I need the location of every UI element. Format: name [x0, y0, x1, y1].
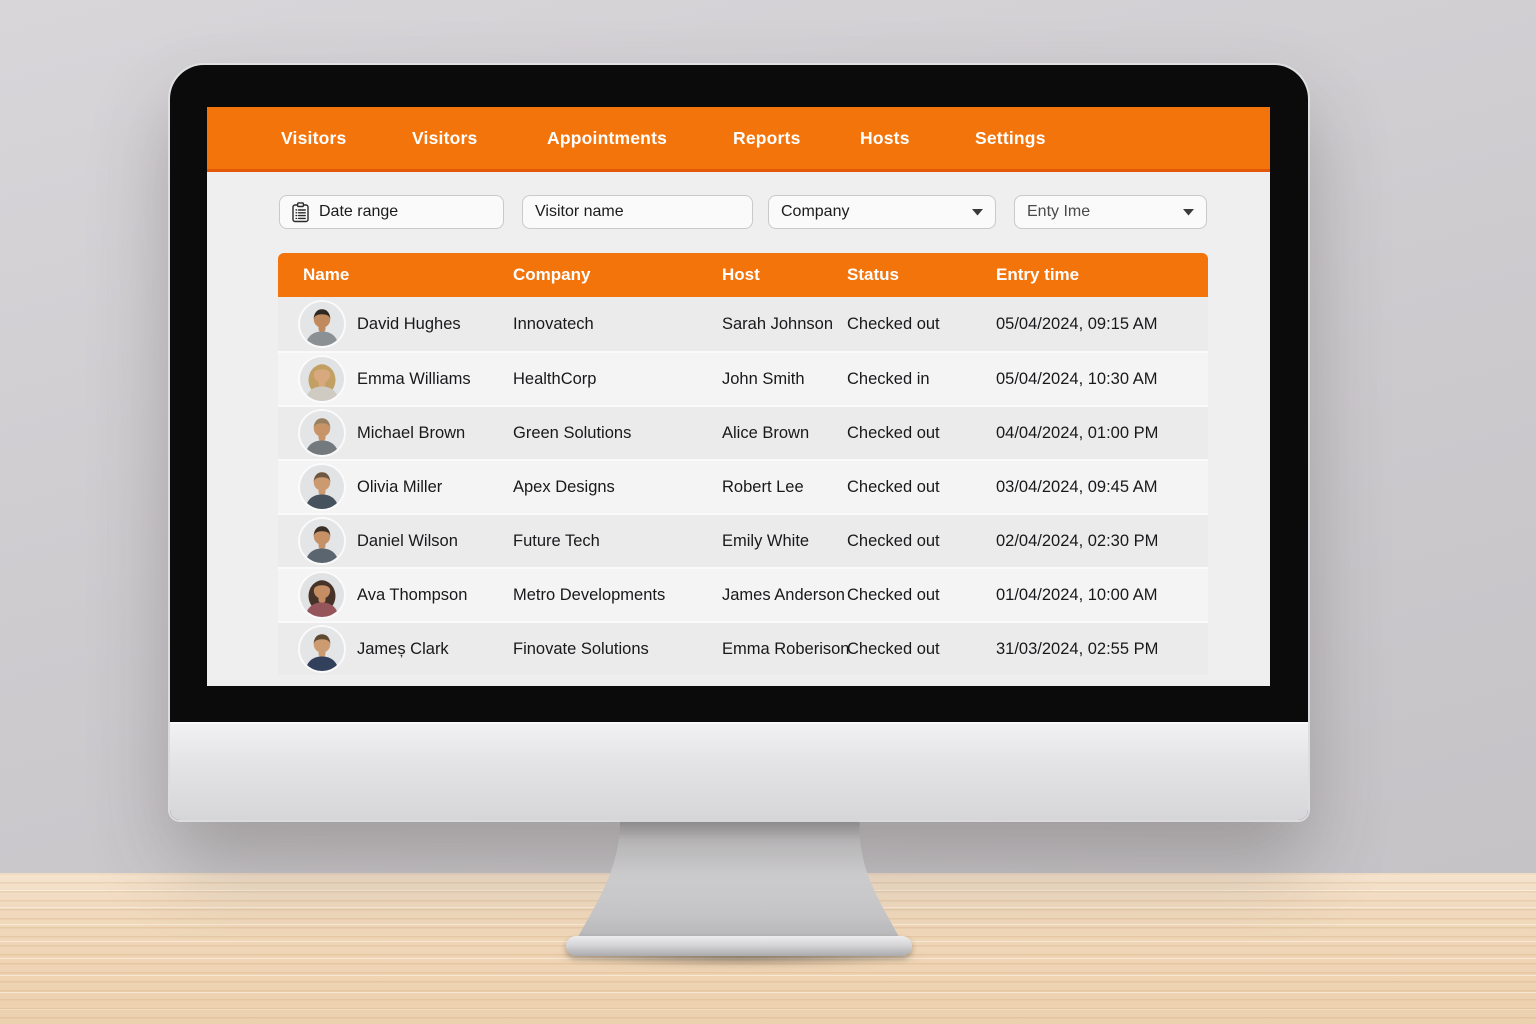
status-cell: Checked out — [847, 314, 940, 333]
visitor-name-cell: Jameș Clark — [278, 627, 513, 671]
visitor-avatar — [300, 573, 344, 617]
tab-visitors-1[interactable]: Visitors — [281, 128, 347, 148]
table-row[interactable]: Jameș Clark Finovate Solutions Emma Robe… — [278, 621, 1208, 675]
company-cell: HealthCorp — [513, 369, 597, 388]
status-cell: Checked out — [847, 585, 940, 604]
status-cell: Checked out — [847, 423, 940, 442]
status-cell: Checked out — [847, 531, 940, 550]
tab-reports[interactable]: Reports — [733, 128, 801, 148]
host-cell: Sarah Johnson — [722, 314, 833, 333]
company-cell: Innovatech — [513, 314, 594, 333]
visitor-name-cell: Michael Brown — [278, 411, 513, 455]
status-cell: Checked out — [847, 477, 940, 496]
status-cell: Checked out — [847, 639, 940, 658]
entry-time-cell: 01/04/2024, 10:00 AM — [996, 585, 1158, 604]
visitor-name: Ava Thompson — [357, 585, 468, 604]
status-cell: Checked in — [847, 369, 930, 388]
table-row[interactable]: Emma Williams HealthCorp John Smith Chec… — [278, 351, 1208, 405]
monitor-chin — [170, 722, 1308, 820]
monitor-stand-neck — [572, 816, 905, 948]
table-row[interactable]: Olivia Miller Apex Designs Robert Lee Ch… — [278, 459, 1208, 513]
host-cell: Emily White — [722, 531, 810, 550]
visitors-table: Name Company Host Status Entry time — [278, 253, 1208, 675]
entry-time-cell: 31/03/2024, 02:55 PM — [996, 639, 1159, 658]
visitor-name: David Hughes — [357, 314, 461, 333]
visitor-name-cell: Ava Thompson — [278, 573, 513, 617]
company-cell: Green Solutions — [513, 423, 632, 442]
entry-time-dropdown-value: Enty Ime — [1027, 203, 1091, 220]
company-cell: Future Tech — [513, 531, 600, 550]
entry-time-cell: 02/04/2024, 02:30 PM — [996, 531, 1159, 550]
calendar-clipboard-icon — [292, 201, 309, 223]
column-header-company: Company — [513, 265, 591, 284]
table-row[interactable]: Daniel Wilson Future Tech Emily White Ch… — [278, 513, 1208, 567]
tab-settings[interactable]: Settings — [975, 128, 1046, 148]
visitor-name: Michael Brown — [357, 423, 466, 442]
host-cell: John Smith — [722, 369, 805, 388]
visitor-avatar — [300, 519, 344, 563]
visitor-name: Olivia Miller — [357, 477, 443, 496]
date-range-label: Date range — [319, 203, 399, 220]
table-row[interactable]: David Hughes Innovatech Sarah Johnson Ch… — [278, 297, 1208, 351]
host-cell: James Anderson — [722, 585, 845, 604]
visitor-avatar — [300, 627, 344, 671]
host-cell: Alice Brown — [722, 423, 810, 442]
company-cell: Finovate Solutions — [513, 639, 649, 658]
chevron-down-icon — [972, 208, 983, 216]
visitor-name: Jameș Clark — [357, 639, 449, 658]
visitor-name-value: Visitor name — [535, 203, 624, 220]
company-cell: Apex Designs — [513, 477, 615, 496]
company-dropdown[interactable]: Company — [768, 195, 996, 229]
host-cell: Emma Roberison — [722, 639, 850, 658]
visitor-avatar — [300, 411, 344, 455]
visitor-name-cell: Daniel Wilson — [278, 519, 513, 563]
host-cell: Robert Lee — [722, 477, 804, 496]
visitor-avatar — [300, 357, 344, 401]
visitor-name: Emma Williams — [357, 369, 471, 388]
tab-hosts[interactable]: Hosts — [860, 128, 910, 148]
monitor-bezel: Visitors Visitors Appointments Reports H… — [170, 65, 1308, 820]
tab-appointments[interactable]: Appointments — [547, 128, 668, 148]
entry-time-cell: 04/04/2024, 01:00 PM — [996, 423, 1159, 442]
entry-time-cell: 05/04/2024, 10:30 AM — [996, 369, 1158, 388]
date-range-filter[interactable]: Date range — [279, 195, 504, 229]
top-navbar: Visitors Visitors Appointments Reports H… — [207, 107, 1270, 172]
visitor-name-input[interactable]: Visitor name — [522, 195, 753, 229]
column-header-host: Host — [722, 265, 760, 284]
entry-time-cell: 05/04/2024, 09:15 AM — [996, 314, 1158, 333]
table-header: Name Company Host Status Entry time — [278, 253, 1208, 297]
company-dropdown-value: Company — [781, 203, 850, 220]
company-cell: Metro Developments — [513, 585, 666, 604]
chevron-down-icon — [1183, 208, 1194, 216]
tab-visitors-2[interactable]: Visitors — [412, 128, 478, 148]
visitor-avatar — [300, 302, 344, 346]
table-row[interactable]: Ava Thompson Metro Developments James An… — [278, 567, 1208, 621]
monitor-stand-base — [566, 936, 912, 956]
column-header-entry-time: Entry time — [996, 265, 1080, 284]
visitor-name-cell: Emma Williams — [278, 357, 513, 401]
visitor-name-cell: David Hughes — [278, 302, 513, 346]
visitor-avatar — [300, 465, 344, 509]
column-header-status: Status — [847, 265, 899, 284]
entry-time-dropdown[interactable]: Enty Ime — [1014, 195, 1207, 229]
app-window: Visitors Visitors Appointments Reports H… — [207, 107, 1270, 686]
table-row[interactable]: Michael Brown Green Solutions Alice Brow… — [278, 405, 1208, 459]
entry-time-cell: 03/04/2024, 09:45 AM — [996, 477, 1158, 496]
column-header-name: Name — [303, 265, 350, 284]
table-body: David Hughes Innovatech Sarah Johnson Ch… — [278, 297, 1208, 675]
visitor-name-cell: Olivia Miller — [278, 465, 513, 509]
visitor-name: Daniel Wilson — [357, 531, 458, 550]
